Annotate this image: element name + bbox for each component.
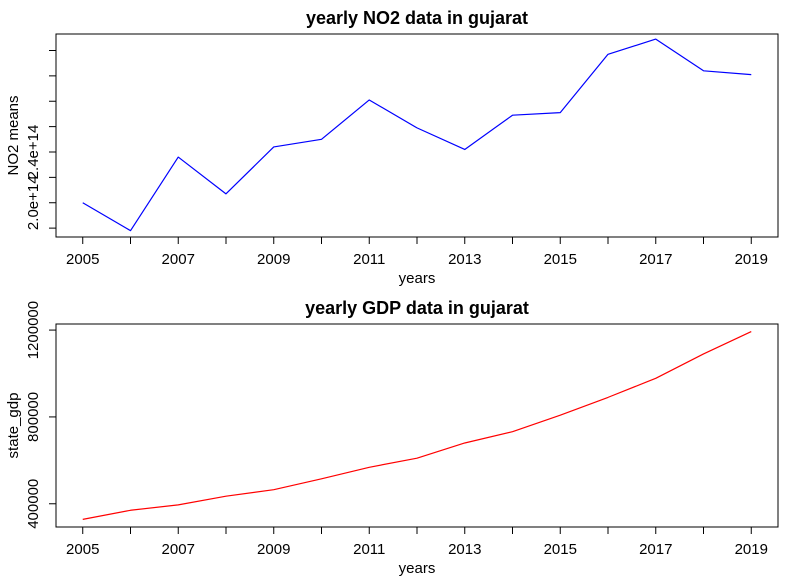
x-tick-label: 2015: [544, 251, 577, 268]
x-tick-label: 2017: [639, 541, 672, 558]
y-tick-label: 2.4e+14: [25, 125, 42, 180]
no2-chart-panel: yearly NO2 data in gujarat 2005 2007 2009 20…: [5, 8, 779, 287]
y-tick-label: 400000: [25, 479, 42, 529]
series-line-0: [82, 331, 752, 520]
x-tick-label: 2009: [257, 251, 290, 268]
x-tick-label: 2013: [448, 251, 481, 268]
plot-frame: [55, 33, 779, 238]
plot-frame: [55, 323, 779, 528]
x-axis-label: years: [399, 560, 436, 577]
x-tick-label: 2015: [544, 541, 577, 558]
x-tick-label: 2019: [735, 251, 768, 268]
y-axis-label: NO2 means: [5, 95, 22, 175]
chart-title: yearly NO2 data in gujarat: [306, 8, 528, 28]
x-tick-label: 2007: [162, 541, 195, 558]
chart-title: yearly GDP data in gujarat: [305, 298, 529, 318]
y-tick-label: 2.0e+14: [25, 175, 42, 230]
y-tick-label: 1200000: [25, 301, 42, 359]
x-tick-label: 2011: [353, 251, 385, 268]
x-tick-label: 2007: [162, 251, 195, 268]
y-tick-label: 800000: [25, 392, 42, 442]
x-tick-label: 2005: [66, 251, 99, 268]
x-tick-label: 2013: [448, 541, 481, 558]
gdp-chart-panel: yearly GDP data in gujarat 2005 2007 2009 20…: [5, 298, 779, 577]
x-tick-label: 2005: [66, 541, 99, 558]
x-tick-label: 2019: [735, 541, 768, 558]
x-tick-label: 2011: [353, 541, 385, 558]
x-tick-label: 2017: [639, 251, 672, 268]
y-axis-label: state_gdp: [5, 393, 22, 459]
series-line-0: [82, 38, 752, 232]
x-axis-label: years: [399, 270, 436, 287]
x-tick-label: 2009: [257, 541, 290, 558]
